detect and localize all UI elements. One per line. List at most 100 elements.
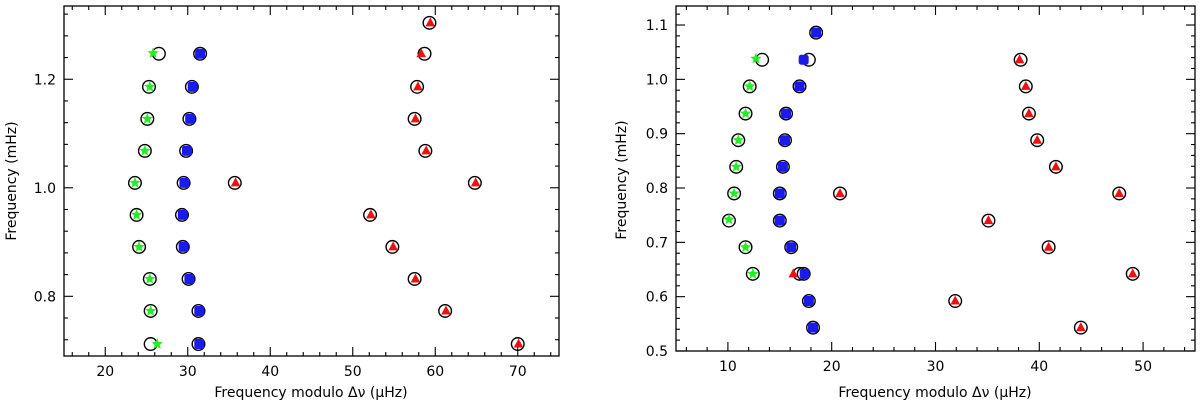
left-circle-point: [422, 15, 437, 30]
right-circle-point: [1073, 320, 1088, 335]
left-triangle-point: [410, 113, 421, 123]
left-circle-point: [184, 79, 199, 94]
right-circle-point: [1041, 240, 1056, 255]
left-x-tick-label: 70: [509, 364, 527, 380]
left-circle-point: [407, 111, 422, 126]
left-triangle-point: [441, 305, 451, 315]
left-tick-labels: 20 30 40 50 60 70 0.8 1.0 1.2: [34, 72, 527, 380]
right-star-point: [732, 134, 744, 146]
right-triangle-point: [1021, 80, 1031, 90]
right-circle-point: [731, 133, 746, 148]
left-x-tick-label: 20: [96, 364, 114, 380]
left-triangle-point: [425, 17, 436, 27]
right-circle-point: [1125, 266, 1140, 281]
right-circle-point: [1112, 186, 1127, 201]
right-triangle-point: [983, 215, 994, 225]
left-x-axis-label: Frequency modulo Δν (μHz): [214, 385, 407, 401]
right-data-marks: [721, 25, 1140, 335]
left-circle-point: [142, 271, 157, 286]
left-circle-point: [141, 79, 156, 94]
right-circle-point: [948, 294, 963, 309]
left-square-point: [179, 177, 190, 188]
right-x-tick-label: 20: [823, 359, 841, 375]
left-triangle-point: [230, 177, 241, 187]
left-plot-frame: [63, 5, 560, 357]
right-x-tick-label: 40: [1030, 359, 1048, 375]
right-circle-point: [729, 159, 744, 174]
right-square-point: [799, 268, 810, 279]
right-x-axis-label: Frequency modulo Δν (μHz): [838, 385, 1031, 401]
right-circle-point: [738, 240, 753, 255]
left-square-point: [194, 339, 205, 350]
right-circle-point: [809, 25, 824, 40]
left-circle-point: [418, 143, 433, 158]
left-square-point: [177, 209, 188, 220]
right-triangle-point: [1127, 268, 1138, 278]
left-circle-point: [467, 175, 482, 190]
right-square-point: [794, 81, 805, 92]
left-x-tick-label: 30: [179, 364, 197, 380]
left-circle-point: [137, 143, 152, 158]
left-x-tick-label: 50: [344, 364, 362, 380]
right-square-point: [798, 54, 809, 65]
right-circle-point: [1018, 79, 1033, 94]
left-circle-point: [191, 303, 206, 318]
right-star-point: [743, 80, 756, 92]
left-circle-point: [129, 207, 144, 222]
left-circle-point: [127, 175, 142, 190]
left-square-point: [195, 48, 206, 59]
right-circle-point: [784, 240, 799, 255]
right-circle-point: [727, 186, 742, 201]
right-circle-point: [738, 106, 753, 121]
right-triangle-point: [1076, 322, 1086, 332]
left-chart-panel: 20 30 40 50 60 70 0.8 1.0 1.2 Frequency …: [4, 5, 560, 401]
right-triangle-point: [788, 268, 799, 278]
left-triangle-point: [388, 241, 398, 251]
right-tick-labels: 10 20 30 40 50 0.5 0.6 0.7 0.8 0.9 1.0 1…: [646, 18, 1152, 375]
left-star-point: [141, 112, 154, 124]
left-y-axis-label: Frequency (mHz): [4, 121, 20, 240]
right-triangle-point: [1043, 241, 1054, 251]
right-square-point: [781, 108, 792, 119]
right-square-point: [803, 296, 814, 307]
left-y-tick-label: 0.8: [34, 289, 56, 305]
right-square-point: [786, 242, 797, 253]
left-circle-point: [179, 143, 194, 158]
left-triangle-point: [366, 209, 376, 219]
right-square-point: [777, 161, 788, 172]
right-square-point: [774, 215, 785, 226]
right-chart-panel: 10 20 30 40 50 0.5 0.6 0.7 0.8 0.9 1.0 1…: [614, 5, 1196, 401]
left-square-point: [178, 241, 189, 252]
right-y-axis-label: Frequency (mHz): [614, 120, 630, 239]
left-circle-point: [510, 337, 525, 352]
right-circle-point: [792, 79, 807, 94]
left-circle-point: [410, 79, 425, 94]
left-circle-point: [143, 303, 158, 318]
left-circle-point: [140, 111, 155, 126]
right-circle-point: [745, 266, 760, 281]
left-circle-point: [176, 175, 191, 190]
left-circle-point: [227, 175, 242, 190]
right-x-tick-label: 10: [719, 359, 737, 375]
left-circle-point: [385, 239, 400, 254]
right-circle-point: [796, 266, 811, 281]
right-star-point: [747, 267, 759, 279]
right-circle-point: [833, 186, 848, 201]
right-x-tick-label: 30: [927, 359, 945, 375]
left-star-point: [139, 144, 151, 156]
right-triangle-point: [835, 187, 845, 197]
left-star-point: [144, 304, 157, 316]
left-y-tick-label: 1.0: [34, 181, 56, 197]
left-star-point: [144, 272, 156, 284]
right-triangle-point: [1114, 187, 1125, 197]
left-square-point: [185, 113, 196, 124]
right-circle-point: [777, 133, 792, 148]
right-triangle-point: [1014, 54, 1025, 64]
left-circle-point: [407, 271, 422, 286]
right-y-tick-label: 0.7: [646, 235, 668, 251]
left-star-point: [147, 47, 159, 59]
left-triangle-point: [416, 48, 427, 58]
right-circle-point: [1048, 159, 1063, 174]
right-star-point: [723, 213, 735, 225]
